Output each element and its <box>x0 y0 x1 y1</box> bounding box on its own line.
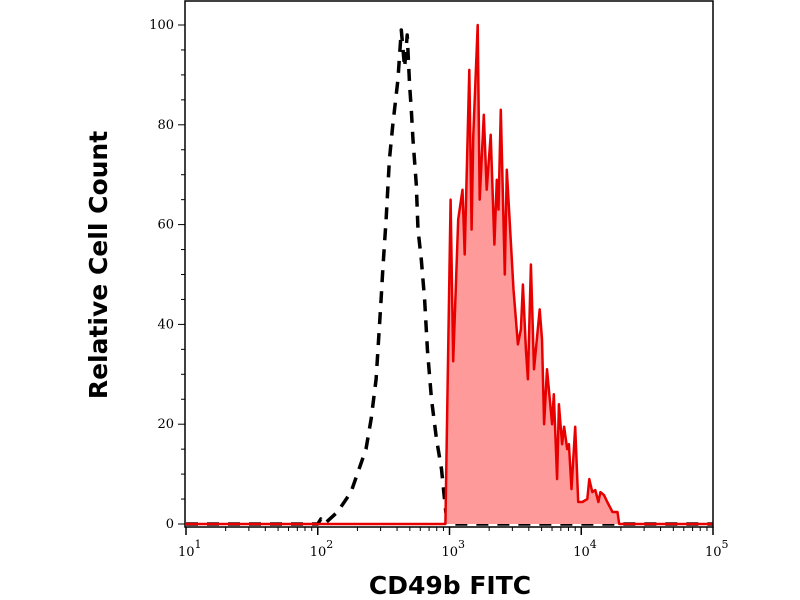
series-layer <box>186 23 713 526</box>
y-tick-label: 60 <box>157 218 174 233</box>
x-tick-label: 103 <box>442 538 466 560</box>
y-axis: 0 20 40 60 80 100 <box>149 18 185 532</box>
y-axis-title: Relative Cell Count <box>84 131 113 399</box>
series-line-1 <box>186 23 713 526</box>
y-tick-label: 0 <box>166 517 174 532</box>
x-tick-base: 10 <box>178 545 195 560</box>
x-tick-base: 10 <box>310 545 327 560</box>
x-tick-exponent: 4 <box>590 538 597 551</box>
x-tick-label: 101 <box>178 538 202 560</box>
x-tick-label: 104 <box>573 538 597 560</box>
x-tick-exponent: 5 <box>722 538 729 551</box>
x-tick-base: 10 <box>442 545 459 560</box>
x-tick-label: 102 <box>310 538 334 560</box>
x-tick-exponent: 2 <box>326 538 333 551</box>
y-tick-label: 100 <box>149 18 174 33</box>
x-tick-base: 10 <box>573 545 590 560</box>
y-tick-label: 40 <box>157 317 174 332</box>
x-tick-base: 10 <box>705 545 722 560</box>
x-tick-exponent: 1 <box>195 538 202 551</box>
y-tick-label: 80 <box>157 118 174 133</box>
y-tick-label: 20 <box>157 417 174 432</box>
series-line-0 <box>186 28 713 526</box>
x-axis-title: CD49b FITC <box>369 571 531 600</box>
x-tick-label: 105 <box>705 538 729 560</box>
x-tick-exponent: 3 <box>458 538 465 551</box>
